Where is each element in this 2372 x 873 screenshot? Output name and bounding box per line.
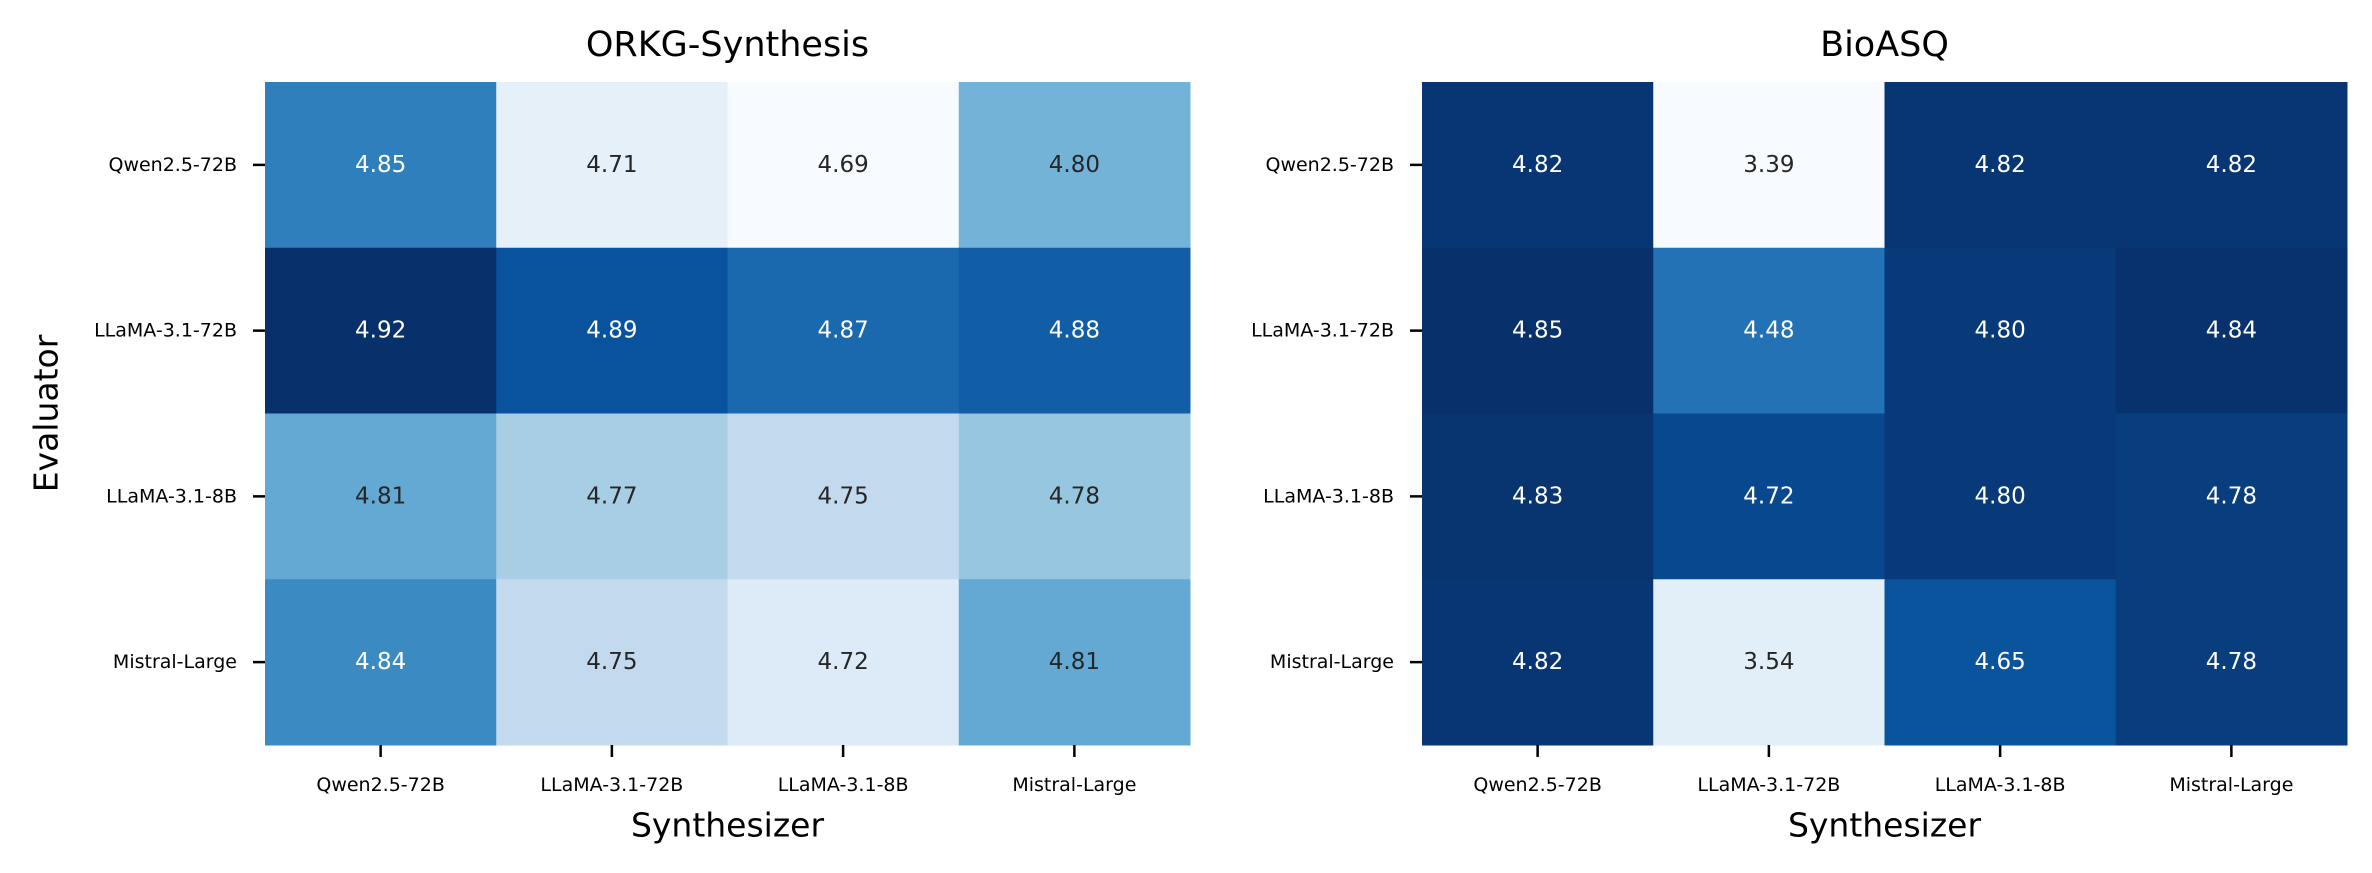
heatmap-cell xyxy=(1422,579,1654,746)
heatmap-cell xyxy=(265,413,497,580)
y-tick-label: LLaMA-3.1-72B xyxy=(94,320,237,342)
y-tick-label: Mistral-Large xyxy=(113,651,237,673)
cell-value-label: 4.84 xyxy=(2206,318,2257,344)
cell-value-label: 4.72 xyxy=(1743,483,1794,509)
x-tick-label: LLaMA-3.1-72B xyxy=(1697,774,1840,796)
panel-title: BioASQ xyxy=(1820,25,1949,65)
heatmap-cell xyxy=(2115,413,2348,580)
cell-value-label: 4.85 xyxy=(1512,318,1563,344)
cell-value-label: 4.48 xyxy=(1743,318,1794,344)
heatmap-cell xyxy=(1884,82,2117,249)
heatmap-cell xyxy=(265,247,497,414)
x-tick-label: LLaMA-3.1-8B xyxy=(778,774,909,796)
cell-value-label: 4.83 xyxy=(1512,483,1563,509)
cell-value-label: 4.75 xyxy=(818,483,869,509)
heatmap-cell xyxy=(496,82,728,249)
cell-value-label: 4.82 xyxy=(1975,152,2026,178)
y-tick-label: LLaMA-3.1-72B xyxy=(1251,320,1394,342)
y-tick-label: Mistral-Large xyxy=(1270,651,1394,673)
heatmap-cell xyxy=(958,82,1191,249)
heatmap-cell xyxy=(2115,579,2348,746)
heatmap-panel-1: 4.85 4.71 4.69 4.80 4.92 4.89 4.87 4.88 4.81 4.77… xyxy=(27,25,1191,845)
cell-value-label: 3.54 xyxy=(1743,649,1794,675)
heatmap-cell xyxy=(2115,247,2348,414)
cell-value-label: 4.87 xyxy=(818,318,869,344)
heatmap-cell xyxy=(2115,82,2348,249)
heatmap-cell xyxy=(496,413,728,580)
heatmap-cell xyxy=(958,413,1191,580)
cell-value-label: 4.88 xyxy=(1049,318,1100,344)
heatmap-cell xyxy=(727,579,960,746)
y-tick-label: LLaMA-3.1-8B xyxy=(1263,485,1394,507)
cell-value-label: 4.78 xyxy=(2206,483,2257,509)
heatmap-cell xyxy=(1422,247,1654,414)
heatmap-cell xyxy=(265,82,497,249)
x-axis-label: Synthesizer xyxy=(631,806,825,845)
x-tick-label: Qwen2.5-72B xyxy=(1473,774,1602,796)
cell-value-label: 4.84 xyxy=(355,649,406,675)
heatmap-cell xyxy=(1653,413,1885,580)
heatmap-cell xyxy=(265,579,497,746)
cell-value-label: 4.65 xyxy=(1975,649,2026,675)
x-tick-label: Mistral-Large xyxy=(2169,774,2293,796)
cell-value-label: 4.82 xyxy=(2206,152,2257,178)
heatmap-cell xyxy=(1653,82,1885,249)
y-tick-label: LLaMA-3.1-8B xyxy=(106,485,237,507)
heatmap-cell xyxy=(496,579,728,746)
cell-value-label: 4.71 xyxy=(586,152,637,178)
cell-value-label: 4.78 xyxy=(1049,483,1100,509)
y-tick-label: Qwen2.5-72B xyxy=(1265,154,1394,176)
cell-value-label: 4.72 xyxy=(818,649,869,675)
heatmap-cell xyxy=(958,247,1191,414)
cell-value-label: 4.77 xyxy=(586,483,637,509)
cell-value-label: 4.78 xyxy=(2206,649,2257,675)
cell-value-label: 4.80 xyxy=(1975,318,2026,344)
heatmap-cell xyxy=(1422,413,1654,580)
heatmap-cell xyxy=(958,579,1191,746)
y-axis-label: Evaluator xyxy=(27,334,66,492)
heatmap-cell xyxy=(727,247,960,414)
heatmap-cell xyxy=(1653,247,1885,414)
heatmap-cell xyxy=(1422,82,1654,249)
cell-value-label: 3.39 xyxy=(1743,152,1794,178)
cell-value-label: 4.81 xyxy=(355,483,406,509)
heatmap-cell xyxy=(727,82,960,249)
x-tick-label: LLaMA-3.1-8B xyxy=(1935,774,2066,796)
heatmap-cell xyxy=(727,413,960,580)
cell-value-label: 4.81 xyxy=(1049,649,1100,675)
cell-value-label: 4.80 xyxy=(1049,152,1100,178)
x-axis-label: Synthesizer xyxy=(1788,806,1982,845)
panel-title: ORKG-Synthesis xyxy=(586,25,869,65)
x-tick-label: Qwen2.5-72B xyxy=(316,774,445,796)
x-tick-label: Mistral-Large xyxy=(1012,774,1136,796)
cell-value-label: 4.82 xyxy=(1512,649,1563,675)
cell-value-label: 4.92 xyxy=(355,318,406,344)
heatmap-cell xyxy=(496,247,728,414)
heatmap-cell xyxy=(1884,247,2117,414)
heatmap-cell xyxy=(1653,579,1885,746)
heatmap-cell xyxy=(1884,413,2117,580)
cell-value-label: 4.80 xyxy=(1975,483,2026,509)
cell-value-label: 4.85 xyxy=(355,152,406,178)
cell-value-label: 4.69 xyxy=(818,152,869,178)
y-tick-label: Qwen2.5-72B xyxy=(108,154,237,176)
cell-value-label: 4.75 xyxy=(586,649,637,675)
cell-value-label: 4.89 xyxy=(586,318,637,344)
cell-value-label: 4.82 xyxy=(1512,152,1563,178)
x-tick-label: LLaMA-3.1-72B xyxy=(540,774,683,796)
heatmap-cell xyxy=(1884,579,2117,746)
heatmap-panel-2: 4.82 3.39 4.82 4.82 4.85 4.48 4.80 4.84 4.83 4.72… xyxy=(1251,25,2348,845)
